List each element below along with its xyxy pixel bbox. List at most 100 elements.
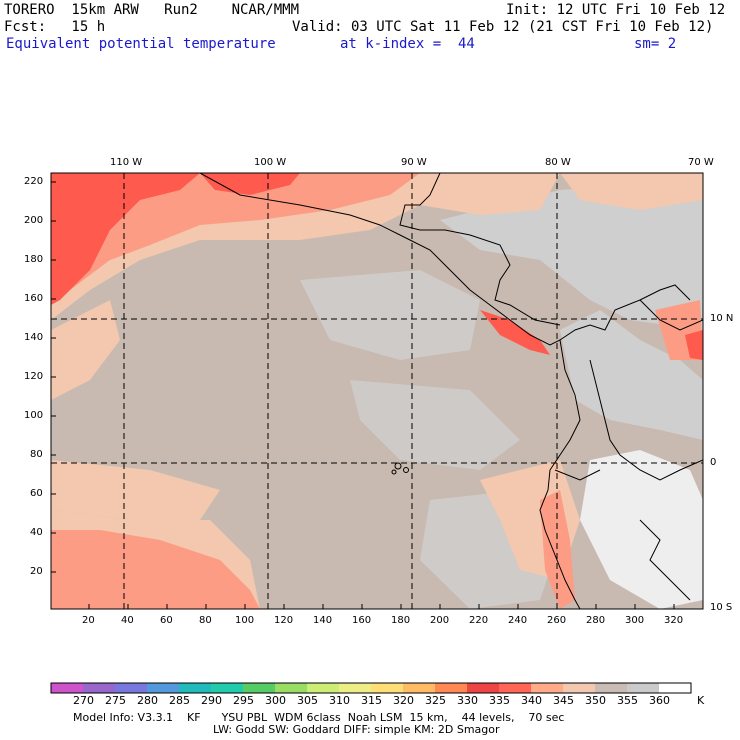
y-tick-label: 80 [30, 449, 43, 460]
lat-label-10n: 10 N [710, 313, 734, 324]
border-ecuador-peru [554, 469, 601, 481]
field-shading [51, 173, 703, 609]
colorbar-label: 350 [585, 694, 606, 707]
colorbar-label: 315 [361, 694, 382, 707]
colorbar-cell [403, 683, 436, 693]
grey-region-central [300, 270, 480, 360]
header-valid-time: Valid: 03 UTC Sat 11 Feb 12 (21 CST Fri … [292, 19, 714, 35]
x-tick-label: 140 [313, 615, 333, 626]
red-region-venezuela [685, 330, 703, 360]
y-tick-label: 160 [24, 293, 44, 304]
colorbar-label: 335 [489, 694, 510, 707]
y-tick-label: 100 [24, 410, 44, 421]
colorbar-cell [275, 683, 308, 693]
galapagos-island-2 [403, 467, 409, 473]
x-tick-label: 220 [469, 615, 489, 626]
lat-label-10s: 10 S [710, 602, 733, 613]
colorbar-label: 270 [73, 694, 94, 707]
x-tick-label: 160 [352, 615, 372, 626]
colorbar-cell [627, 683, 660, 693]
colorbar-cell [659, 683, 692, 693]
colorbar-label: 340 [521, 694, 542, 707]
y-tick-label: 220 [24, 176, 44, 187]
level-label: at k-index = 44 [340, 36, 475, 52]
grey-region-andes-north [560, 310, 703, 440]
border-colombia-ecuador-peru [589, 359, 703, 481]
lon-label-80w: 80 W [545, 157, 571, 168]
colorbar-label: 305 [297, 694, 318, 707]
colorbar-cell [371, 683, 404, 693]
lat-lon-grid [51, 173, 703, 609]
y-tick-label: 120 [24, 371, 44, 382]
colorbar-cell [499, 683, 532, 693]
colorbar-label: 290 [201, 694, 222, 707]
colorbar-label: 325 [425, 694, 446, 707]
x-tick-label: 280 [586, 615, 606, 626]
salmon-region-andes-coast [540, 490, 575, 609]
smoothing-label: sm= 2 [634, 36, 677, 52]
x-tick-label: 240 [508, 615, 528, 626]
border-peru-brazil [639, 519, 691, 601]
axis-ticks [51, 181, 675, 609]
salmon-region-south [51, 530, 260, 609]
header-forecast-hour: Fcst: 15 h [4, 19, 106, 35]
red-region-northwest [51, 173, 200, 305]
coastline-venezuela [639, 299, 703, 331]
white-region-amazon [580, 450, 703, 609]
header-model-run: TORERO 15km ARW Run2 NCAR/MMM [4, 2, 300, 18]
red-region-mexico [200, 173, 300, 195]
colorbar-cell [531, 683, 564, 693]
colorbar-cell [83, 683, 116, 693]
header-init-time: Init: 12 UTC Fri 10 Feb 12 [506, 2, 726, 18]
y-tick-label: 200 [24, 215, 44, 226]
lat-label-equator: 0 [710, 457, 717, 468]
colorbar-cell [595, 683, 628, 693]
x-tick-label: 260 [547, 615, 567, 626]
colorbar-label: 280 [137, 694, 158, 707]
colorbar-label: 345 [553, 694, 574, 707]
lon-label-100w: 100 W [254, 157, 287, 168]
colorbar-label: 355 [617, 694, 638, 707]
y-tick-label: 60 [30, 488, 43, 499]
colorbar-cell [179, 683, 212, 693]
colorbar-cell [467, 683, 500, 693]
field-title: Equivalent potential temperature [6, 36, 276, 52]
map-frame [50, 172, 704, 610]
coastline-central-america-pacific [199, 173, 691, 346]
colorbar-label: 285 [169, 694, 190, 707]
y-tick-label: 40 [30, 527, 43, 538]
grey-region-galapagos [350, 380, 520, 470]
colorbar-label: 275 [105, 694, 126, 707]
colorbar-label: 295 [233, 694, 254, 707]
x-tick-label: 200 [430, 615, 450, 626]
x-tick-label: 320 [664, 615, 684, 626]
y-tick-label: 180 [24, 254, 44, 265]
colorbar-cells [51, 683, 692, 693]
colorbar-label: 310 [329, 694, 350, 707]
y-tick-label: 20 [30, 566, 43, 577]
colorbar-label: 300 [265, 694, 286, 707]
colorbar-cell [563, 683, 596, 693]
coastlines [199, 173, 703, 609]
y-tick-label: 140 [24, 332, 44, 343]
x-tick-label: 100 [235, 615, 255, 626]
salmon-region-north [51, 173, 420, 300]
colorbar-cell [51, 683, 84, 693]
x-tick-label: 180 [391, 615, 411, 626]
x-tick-label: 40 [121, 615, 134, 626]
lon-label-90w: 90 W [401, 157, 427, 168]
colorbar-cell [307, 683, 340, 693]
galapagos-island-1 [394, 462, 402, 470]
peach-region-caribbean [560, 173, 703, 210]
colorbar-cell [243, 683, 276, 693]
colorbar-cell [147, 683, 180, 693]
x-tick-label: 300 [625, 615, 645, 626]
colorbar-cell [211, 683, 244, 693]
colorbar-label: 360 [649, 694, 670, 707]
lon-label-70w: 70 W [688, 157, 714, 168]
colorbar-frame [50, 682, 692, 694]
colorbar-unit: K [697, 694, 705, 707]
peach-region-west [51, 300, 120, 400]
